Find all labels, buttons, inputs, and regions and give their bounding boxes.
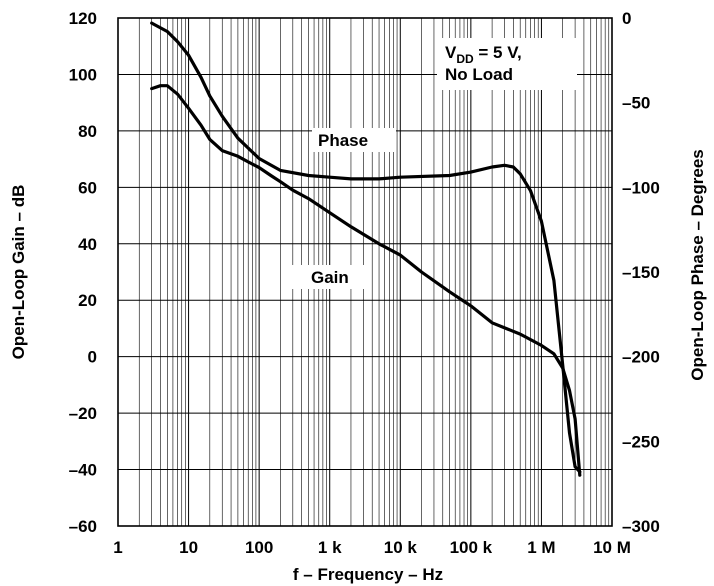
y-left-tick-label: –60 xyxy=(69,517,97,536)
y-right-tick-label: –100 xyxy=(622,178,660,197)
condition-label-line2: No Load xyxy=(445,65,513,84)
x-tick-label: 10 M xyxy=(593,538,631,557)
y-right-tick-label: –150 xyxy=(622,263,660,282)
phase-curve xyxy=(150,21,582,474)
y-right-tick-labels: 0 –50 –100 –150 –200 –250 –300 xyxy=(622,9,660,536)
plot-frame xyxy=(117,17,613,527)
condition-label-line1: VDD = 5 V, xyxy=(445,43,522,66)
phase-label: Phase xyxy=(318,131,368,150)
x-tick-label: 1 k xyxy=(318,538,342,557)
y-left-tick-label: 100 xyxy=(69,65,97,84)
y-left-tick-label: 0 xyxy=(88,348,97,367)
phase-label-box xyxy=(312,128,396,152)
y-left-tick-label: –20 xyxy=(69,404,97,423)
y-left-tick-label: 60 xyxy=(78,178,97,197)
condition-label-box xyxy=(437,38,577,90)
gain-curve xyxy=(150,84,582,477)
y-right-tick-label: –250 xyxy=(622,432,660,451)
x-tick-label: 100 k xyxy=(450,538,493,557)
y-right-tick-label: 0 xyxy=(622,9,631,28)
y-right-tick-label: –200 xyxy=(622,348,660,367)
y-left-axis-title: Open-Loop Gain – dB xyxy=(9,185,28,360)
y-right-axis-title: Open-Loop Phase – Degrees xyxy=(688,149,707,380)
y-right-tick-label: –50 xyxy=(622,94,650,113)
x-axis-title: f – Frequency – Hz xyxy=(293,565,443,584)
y-left-tick-label: 20 xyxy=(78,291,97,310)
y-left-tick-labels: 120 100 80 60 40 20 0 –20 –40 –60 xyxy=(69,9,97,536)
x-tick-labels: 1 10 100 1 k 10 k 100 k 1 M 10 M xyxy=(113,538,631,557)
y-left-tick-label: –40 xyxy=(69,461,97,480)
y-left-tick-label: 40 xyxy=(78,235,97,254)
y-left-tick-label: 120 xyxy=(69,9,97,28)
x-tick-label: 1 M xyxy=(527,538,555,557)
grid-lines xyxy=(117,17,612,527)
x-tick-label: 10 k xyxy=(384,538,418,557)
x-tick-label: 1 xyxy=(113,538,122,557)
x-tick-label: 100 xyxy=(245,538,273,557)
curves xyxy=(150,21,582,477)
gain-label: Gain xyxy=(311,268,349,287)
y-right-tick-label: –300 xyxy=(622,517,660,536)
gain-label-box xyxy=(288,265,368,289)
y-left-tick-label: 80 xyxy=(78,122,97,141)
x-tick-label: 10 xyxy=(179,538,198,557)
